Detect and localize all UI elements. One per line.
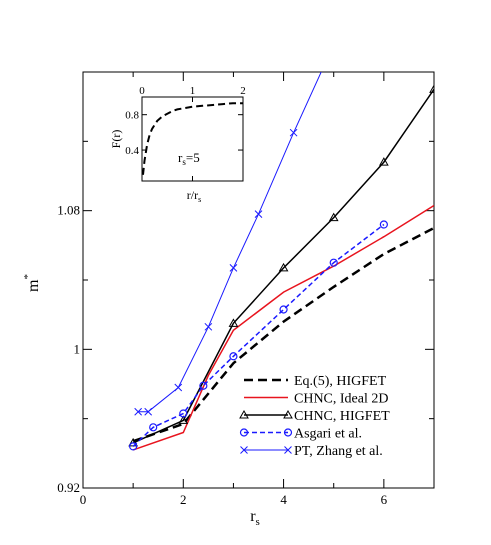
inset-series-group xyxy=(142,102,243,175)
inset-y-label: F(r) xyxy=(109,130,123,149)
data-point xyxy=(178,415,189,424)
data-point xyxy=(204,322,213,331)
data-point xyxy=(379,220,388,229)
main-series-group xyxy=(128,8,434,451)
data-point xyxy=(278,262,289,272)
x-tick-label: 6 xyxy=(381,492,388,507)
y-tick-label: 1.08 xyxy=(57,203,80,218)
data-point xyxy=(328,212,339,222)
x-axis-label: rs xyxy=(250,508,260,528)
x-tick-label: 4 xyxy=(280,492,287,507)
data-point xyxy=(345,8,352,15)
data-point xyxy=(429,84,434,93)
y-tick-label: 1 xyxy=(74,341,81,356)
x-tick-label: 0 xyxy=(80,492,87,507)
series-line xyxy=(132,88,434,444)
data-point xyxy=(289,128,298,137)
inset-x-tick-label: 1 xyxy=(190,85,196,97)
inset-background xyxy=(142,97,243,181)
data-point xyxy=(174,383,183,392)
inset-x-label: r/rs xyxy=(187,188,201,204)
y-tick-label: 0.92 xyxy=(57,480,80,495)
series-3 xyxy=(129,220,388,451)
series-2 xyxy=(128,84,434,447)
inset-annotation-sub: s xyxy=(182,157,186,167)
legend-marker xyxy=(283,428,293,437)
legend-label: Asgari et al. xyxy=(294,427,362,442)
series-line xyxy=(138,72,322,413)
data-point xyxy=(228,318,239,327)
data-point xyxy=(378,157,389,166)
data-point xyxy=(199,381,208,390)
x-axis-label-sub: s xyxy=(256,516,260,528)
inset-x-tick-label: 0 xyxy=(139,85,145,97)
legend-label: PT, Zhang et al. xyxy=(294,444,383,459)
legend-label: Eq.(5), HIGFET xyxy=(294,374,387,389)
data-point xyxy=(129,442,138,451)
y-axis-label-sup: * xyxy=(22,274,34,280)
series-4 xyxy=(134,8,352,416)
inset-y-tick-label: 0.4 xyxy=(125,145,139,157)
data-point xyxy=(279,305,288,314)
inset-series-0 xyxy=(142,102,243,175)
series-line xyxy=(132,223,385,447)
data-point xyxy=(144,407,153,416)
inset-series-line xyxy=(142,102,243,175)
y-axis-label: m* xyxy=(22,274,42,292)
x-tick-label: 2 xyxy=(180,492,187,507)
inset-axis-ticks: 0 1 2 0.4 0.8 xyxy=(125,85,246,181)
data-point xyxy=(229,264,238,272)
series-line xyxy=(132,226,434,443)
legend: Eq.(5), HIGFET CHNC, Ideal 2D CHNC, HIGFET… xyxy=(239,374,390,459)
inset-annotation-suffix: =5 xyxy=(186,150,200,165)
inset-annotation: rs=5 xyxy=(178,150,200,167)
inset-x-label-sub: s xyxy=(198,195,201,204)
data-point xyxy=(229,352,238,361)
data-point xyxy=(149,423,158,432)
data-point xyxy=(179,409,188,418)
data-point xyxy=(254,210,263,218)
legend-marker xyxy=(284,446,292,454)
data-point xyxy=(329,258,338,267)
legend-marker xyxy=(240,446,248,454)
inset-y-tick-label: 0.8 xyxy=(125,110,139,122)
legend-marker xyxy=(239,409,249,419)
legend-label: CHNC, HIGFET xyxy=(294,409,390,424)
legend-label: CHNC, Ideal 2D xyxy=(294,392,389,407)
series-0 xyxy=(132,226,434,443)
data-point xyxy=(134,407,143,416)
plot-frame xyxy=(82,71,435,489)
legend-marker xyxy=(239,428,249,437)
legend-marker xyxy=(283,409,293,419)
main-axis-ticks: 0 2 4 6 0.92 1 1.08 xyxy=(57,72,434,507)
inset-x-tick-label: 2 xyxy=(240,85,246,97)
